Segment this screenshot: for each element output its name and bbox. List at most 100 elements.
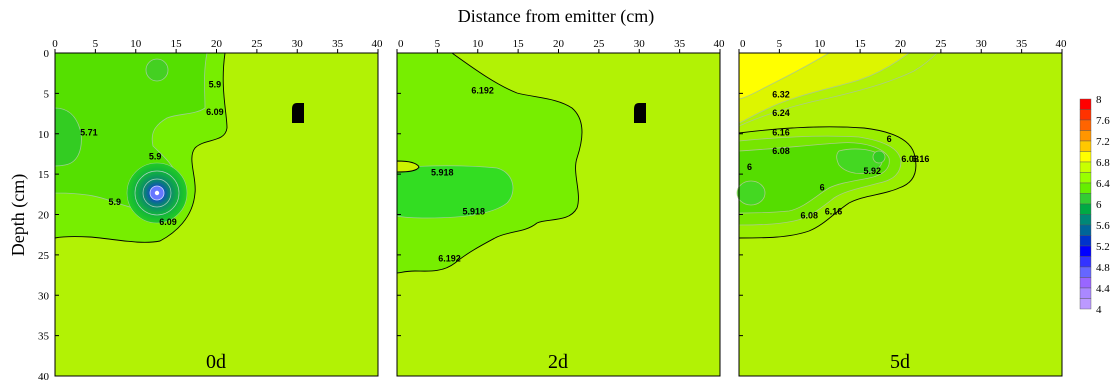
y-tick-label: 25 — [38, 250, 50, 262]
x-tick-label: 30 — [292, 38, 304, 50]
contour-label: 6 — [747, 162, 752, 172]
x-tick-label: 5 — [93, 38, 99, 50]
x-tick-label: 0 — [398, 38, 404, 50]
y-tick-label: 15 — [38, 169, 50, 181]
panel-2d: 6.192 5.918 5.918 6.192 0 5 10 15 20 25 30 35 40 2d — [396, 38, 726, 377]
colorbar-label: 6.8 — [1096, 157, 1110, 169]
x-tick-label: 35 — [1016, 38, 1028, 50]
colorbar-cell — [1079, 161, 1092, 173]
contour-region-5.918 — [396, 165, 514, 219]
panel-0d: 5.9 6.09 5.71 5.9 5.9 6.09 0 5 10 15 20 25 30 35 40 0… — [38, 38, 383, 381]
x-tick-label: 0 — [52, 38, 58, 50]
contour-label: 6.24 — [772, 108, 790, 118]
x-tick-label: 40 — [1056, 38, 1068, 50]
x-axis-ticks: 0 5 10 15 20 25 30 35 40 — [52, 38, 383, 53]
colorbar-cell — [1079, 298, 1092, 310]
contour-region-5.71-top — [145, 58, 169, 82]
x-tick-label: 35 — [674, 38, 686, 50]
contour-label: 6.09 — [206, 107, 224, 117]
colorbar-cell — [1079, 203, 1092, 215]
colorbar-cell — [1079, 193, 1092, 205]
x-tick-label: 10 — [130, 38, 142, 50]
colorbar-label: 5.6 — [1096, 220, 1110, 232]
contour-ring — [134, 170, 180, 216]
colorbar-cell — [1079, 245, 1092, 257]
colorbar-cell — [1079, 214, 1092, 226]
x-tick-label: 5 — [777, 38, 783, 50]
contour-label: 6.08 — [800, 211, 818, 221]
y-tick-label: 10 — [38, 129, 50, 141]
contour-label: 6.16 — [912, 154, 930, 164]
contour-center — [154, 190, 160, 196]
contour-label: 6.192 — [438, 253, 461, 263]
contour-label: 6 — [887, 134, 892, 144]
contour-labels: 6.192 5.918 5.918 6.192 — [431, 85, 494, 263]
y-axis-ticks: 0 5 10 15 20 25 30 35 40 — [38, 48, 59, 381]
panel-title: 5d — [890, 351, 910, 373]
dripper-marker — [633, 103, 646, 123]
contour-label: 6.32 — [772, 89, 790, 99]
x-tick-label: 25 — [593, 38, 605, 50]
y-tick-label: 20 — [38, 210, 50, 222]
colorbar-cells — [1079, 98, 1092, 310]
contour-label: 6.08 — [772, 146, 790, 156]
x-tick-label: 10 — [472, 38, 484, 50]
y-tick-label: 40 — [38, 371, 50, 381]
x-tick-label: 40 — [714, 38, 726, 50]
y-axis-ticks — [739, 52, 743, 377]
contour-label: 6.16 — [825, 207, 843, 217]
x-tick-label: 15 — [171, 38, 183, 50]
colorbar: 8 7.6 7.2 6.8 6.4 6 5.6 5.2 4.8 4.4 4 — [1079, 94, 1110, 316]
contour-label: 5.918 — [462, 207, 485, 217]
contour-label: 5.9 — [209, 80, 222, 90]
y-axis-ticks — [397, 52, 401, 377]
colorbar-cell — [1079, 140, 1092, 152]
dripper-marker — [291, 103, 304, 123]
colorbar-cell — [1079, 119, 1092, 131]
colorbar-label: 6.4 — [1096, 178, 1110, 190]
colorbar-label: 4.4 — [1096, 283, 1110, 295]
panel-title: 2d — [548, 351, 568, 373]
colorbar-cell — [1079, 266, 1092, 278]
colorbar-cell — [1079, 235, 1092, 247]
y-axis-title: Depth (cm) — [8, 174, 29, 256]
y-tick-label: 35 — [38, 331, 50, 343]
colorbar-label: 4.8 — [1096, 262, 1110, 274]
y-tick-label: 0 — [44, 48, 50, 60]
x-axis-ticks: 0 5 10 15 20 25 30 35 40 — [396, 38, 726, 53]
x-axis-ticks: 0 5 10 15 20 25 30 35 40 — [738, 38, 1068, 53]
colorbar-cell — [1079, 130, 1092, 142]
contour-region-5.71 — [54, 107, 82, 167]
colorbar-cell — [1079, 151, 1092, 163]
contour-label: 5.92 — [863, 166, 881, 176]
x-tick-label: 15 — [855, 38, 867, 50]
colorbar-cell — [1079, 182, 1092, 194]
x-tick-label: 25 — [251, 38, 263, 50]
x-tick-label: 30 — [976, 38, 988, 50]
x-tick-label: 30 — [634, 38, 646, 50]
contour-region-high — [738, 52, 831, 100]
contour-label: 6.09 — [159, 217, 177, 227]
y-tick-label: 30 — [38, 290, 50, 302]
colorbar-cell — [1079, 287, 1092, 299]
contour-minimum — [872, 150, 886, 164]
contour-label: 6 — [820, 182, 825, 192]
colorbar-cell — [1079, 98, 1092, 110]
contour-region-high — [396, 160, 420, 173]
panel-title: 0d — [206, 351, 226, 373]
colorbar-cell — [1079, 172, 1092, 184]
contour-line-6.24 — [738, 52, 938, 127]
colorbar-label: 7.2 — [1096, 136, 1110, 148]
colorbar-cell — [1079, 109, 1092, 121]
contour-label: 6.192 — [471, 85, 494, 95]
contour-labels: 5.9 6.09 5.71 5.9 5.9 6.09 — [80, 80, 224, 227]
contour-label: 5.9 — [108, 197, 121, 207]
x-tick-label: 5 — [435, 38, 441, 50]
colorbar-label: 7.6 — [1096, 115, 1110, 127]
contour-ring — [142, 178, 172, 208]
contour-label: 6.16 — [772, 127, 790, 137]
x-tick-label: 40 — [372, 38, 384, 50]
